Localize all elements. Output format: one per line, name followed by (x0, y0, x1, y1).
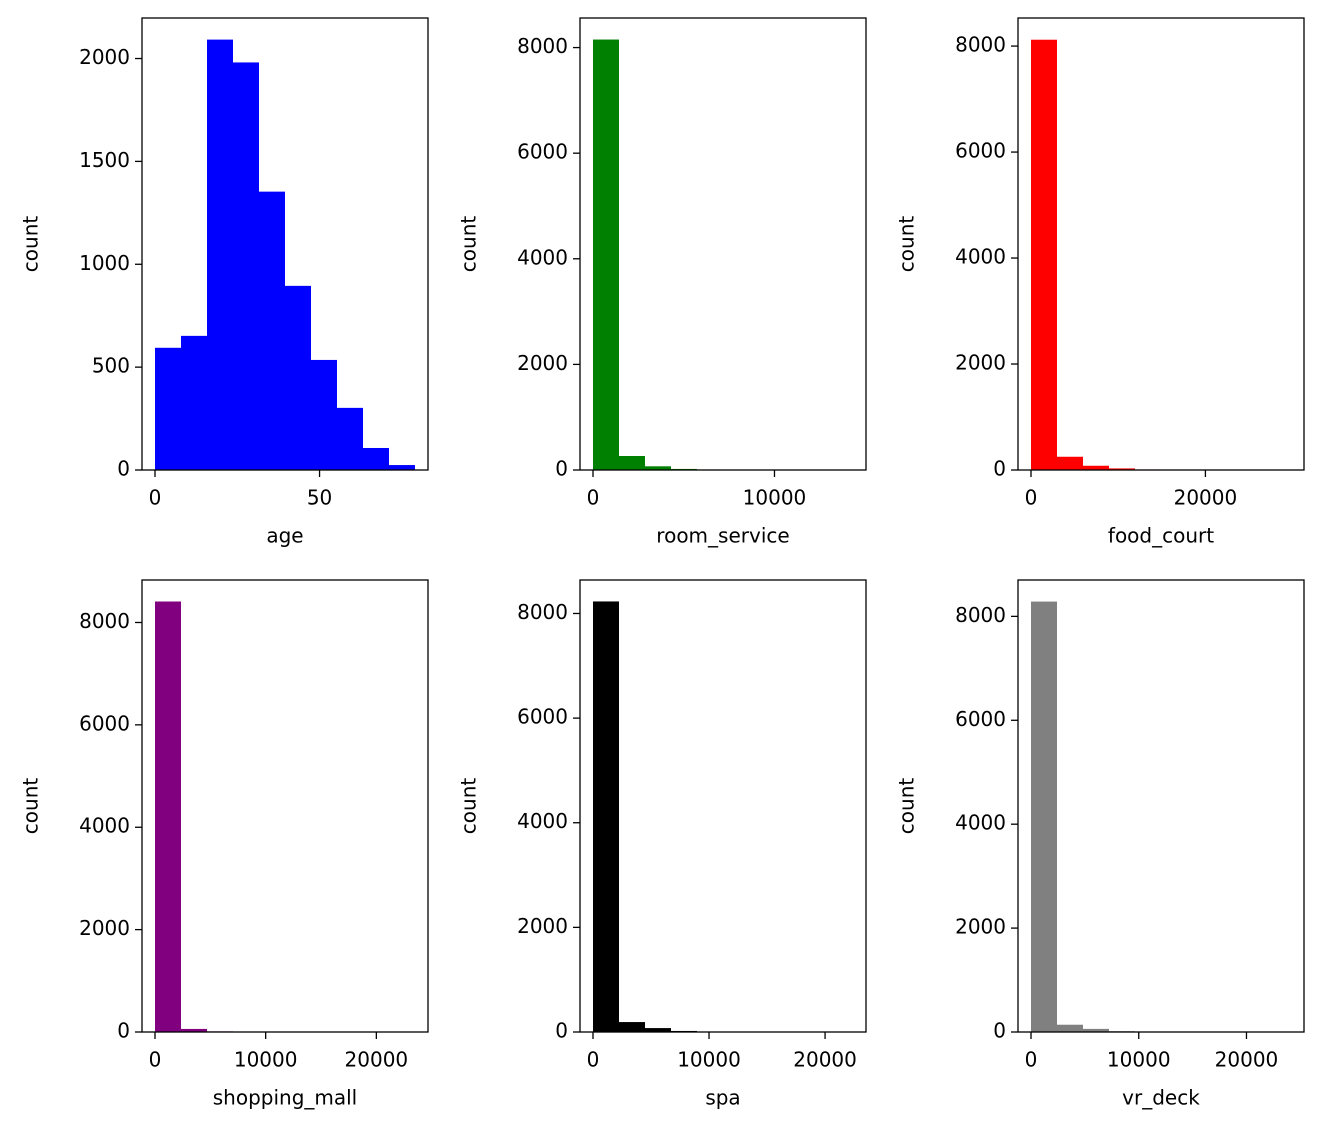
y-axis-label: count (895, 216, 919, 273)
bar (181, 335, 207, 470)
y-tick-label: 8000 (955, 603, 1006, 627)
bar (181, 1028, 208, 1032)
x-tick-label: 0 (587, 1048, 600, 1072)
x-tick-label: 10000 (234, 1048, 298, 1072)
bar (592, 601, 619, 1032)
y-axis-label: count (457, 778, 481, 835)
bar (1031, 601, 1058, 1032)
x-axis-label: vr_deck (1122, 1086, 1200, 1110)
y-tick-label: 1500 (79, 148, 130, 172)
axes-frame (141, 17, 429, 471)
x-axis-label: room_service (656, 524, 789, 548)
y-tick-label: 8000 (517, 600, 568, 624)
y-tick-label: 4000 (517, 809, 568, 833)
bar (259, 191, 285, 470)
y-tick-label: 2000 (955, 915, 1006, 939)
bar (311, 359, 337, 470)
axes-frame (1017, 17, 1305, 471)
y-tick-label: 4000 (517, 245, 568, 269)
bar (1057, 1024, 1084, 1032)
x-axis-label: age (266, 524, 303, 548)
bar (233, 62, 259, 470)
x-tick-label: 10000 (1107, 1048, 1171, 1072)
bar (363, 447, 389, 470)
bar (1083, 1028, 1110, 1032)
bar (389, 465, 415, 470)
bar (285, 285, 311, 470)
y-tick-label: 6000 (517, 140, 568, 164)
y-tick-label: 6000 (955, 139, 1006, 163)
y-tick-label: 0 (555, 457, 568, 481)
axes-frame (579, 579, 867, 1033)
bar (1056, 456, 1083, 470)
y-tick-label: 6000 (79, 711, 130, 735)
axes-frame (141, 579, 429, 1033)
y-tick-label: 4000 (955, 811, 1006, 835)
bar (644, 466, 671, 470)
x-tick-label: 0 (1025, 486, 1038, 510)
x-tick-label: 0 (149, 486, 162, 510)
x-tick-label: 10000 (743, 486, 807, 510)
x-axis-label: spa (705, 1086, 740, 1110)
x-tick-label: 0 (1025, 1048, 1038, 1072)
y-tick-label: 2000 (517, 351, 568, 375)
y-tick-label: 4000 (79, 814, 130, 838)
y-tick-label: 8000 (955, 33, 1006, 57)
y-tick-label: 0 (993, 457, 1006, 481)
bar (1030, 39, 1057, 470)
axes-frame (579, 17, 867, 471)
x-tick-label: 20000 (345, 1048, 409, 1072)
bar (618, 1022, 645, 1032)
bar (155, 347, 181, 470)
y-tick-label: 500 (92, 354, 130, 378)
x-tick-label: 10000 (677, 1048, 741, 1072)
x-axis-label: food_court (1108, 524, 1214, 548)
y-tick-label: 6000 (517, 705, 568, 729)
x-tick-label: 0 (149, 1048, 162, 1072)
y-tick-label: 0 (993, 1019, 1006, 1043)
y-tick-label: 2000 (517, 914, 568, 938)
bar (644, 1028, 671, 1032)
bar (207, 39, 233, 471)
bar (618, 456, 645, 470)
y-axis-label: count (19, 216, 43, 273)
axes-frame (1017, 579, 1305, 1033)
y-tick-label: 0 (117, 1019, 130, 1043)
y-tick-label: 6000 (955, 707, 1006, 731)
x-tick-label: 50 (307, 486, 332, 510)
x-tick-label: 20000 (793, 1048, 857, 1072)
bar (155, 601, 182, 1032)
y-tick-label: 1000 (79, 251, 130, 275)
y-tick-label: 0 (117, 457, 130, 481)
y-tick-label: 0 (555, 1019, 568, 1043)
y-tick-label: 8000 (79, 609, 130, 633)
y-tick-label: 4000 (955, 245, 1006, 269)
y-axis-label: count (19, 778, 43, 835)
y-tick-label: 2000 (79, 45, 130, 69)
y-tick-label: 8000 (517, 34, 568, 58)
bar (337, 407, 363, 470)
x-axis-label: shopping_mall (213, 1086, 358, 1110)
x-tick-label: 20000 (1215, 1048, 1279, 1072)
y-axis-label: count (895, 778, 919, 835)
x-tick-label: 0 (587, 486, 600, 510)
y-axis-label: count (457, 216, 481, 273)
y-tick-label: 2000 (79, 916, 130, 940)
x-tick-label: 20000 (1174, 486, 1238, 510)
bar (592, 39, 619, 471)
y-tick-label: 2000 (955, 351, 1006, 375)
bar (1108, 468, 1135, 470)
bar (1082, 465, 1109, 470)
